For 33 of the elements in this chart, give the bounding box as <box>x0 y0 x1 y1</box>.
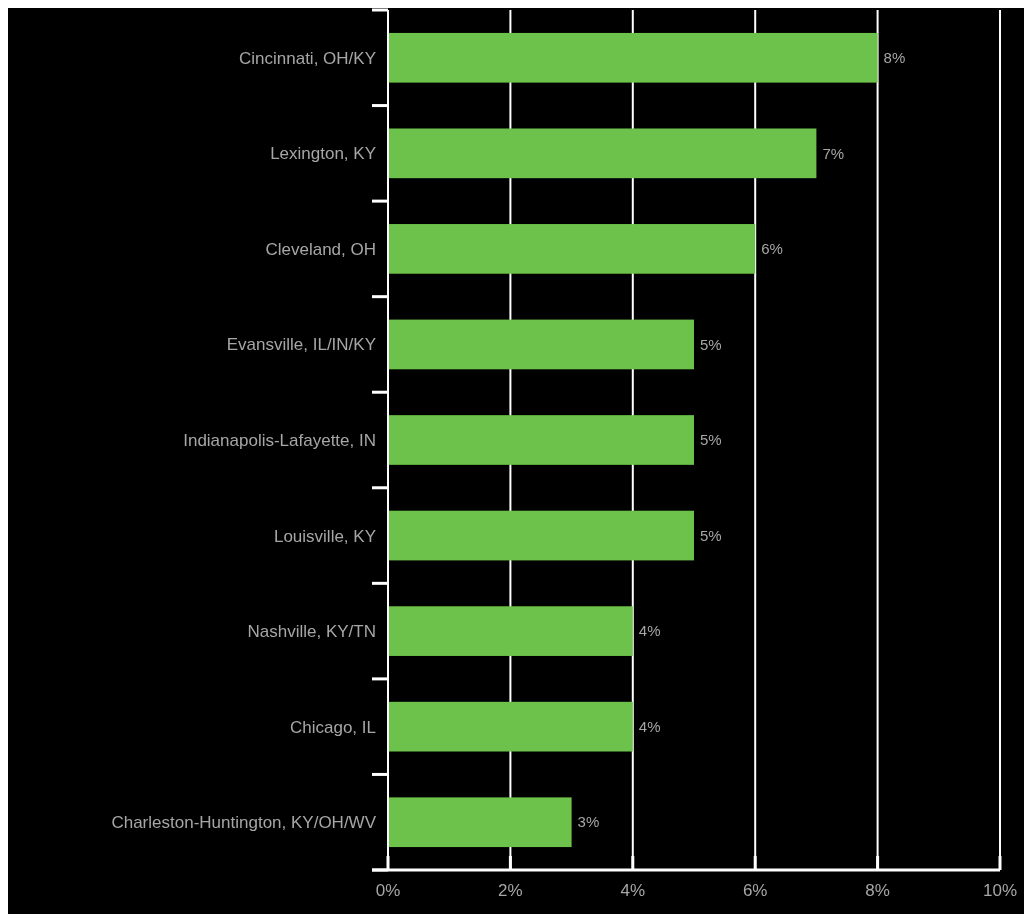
data-label: 3% <box>577 813 600 831</box>
x-tick-label: 4% <box>620 881 646 900</box>
data-label: 7% <box>822 144 845 162</box>
bar <box>388 319 694 370</box>
y-tick-label: Charleston-Huntington, KY/OH/WV <box>111 813 377 833</box>
x-tick-label: 8% <box>865 881 890 900</box>
bar <box>388 797 572 848</box>
bar <box>388 32 878 83</box>
y-tick-label: Chicago, IL <box>290 717 376 737</box>
bar <box>388 701 633 752</box>
data-label: 5% <box>700 526 722 544</box>
data-label: 8% <box>883 49 906 67</box>
y-tick-label: Cincinnati, OH/KY <box>239 48 376 68</box>
y-tick-label: Evansville, IL/IN/KY <box>226 335 376 355</box>
y-tick-label: Lexington, KY <box>270 144 376 164</box>
data-label: 5% <box>700 431 722 449</box>
data-label: 6% <box>761 240 783 258</box>
y-tick-label: Nashville, KY/TN <box>247 622 376 642</box>
data-label: 4% <box>638 717 661 735</box>
y-tick-label: Indianapolis-Lafayette, IN <box>183 430 376 450</box>
x-tick-label: 6% <box>742 881 768 900</box>
x-tick-label: 2% <box>498 881 523 900</box>
data-label: 4% <box>638 622 661 640</box>
bar <box>388 128 817 179</box>
x-tick-label: 10% <box>982 881 1018 900</box>
y-tick-label: Louisville, KY <box>273 526 376 546</box>
data-label: 5% <box>700 335 722 353</box>
bar <box>388 606 633 656</box>
bar <box>388 510 694 561</box>
bar <box>388 415 694 465</box>
y-tick-label: Cleveland, OH <box>265 239 376 259</box>
x-tick-label: 0% <box>375 881 401 900</box>
bar <box>388 224 756 274</box>
